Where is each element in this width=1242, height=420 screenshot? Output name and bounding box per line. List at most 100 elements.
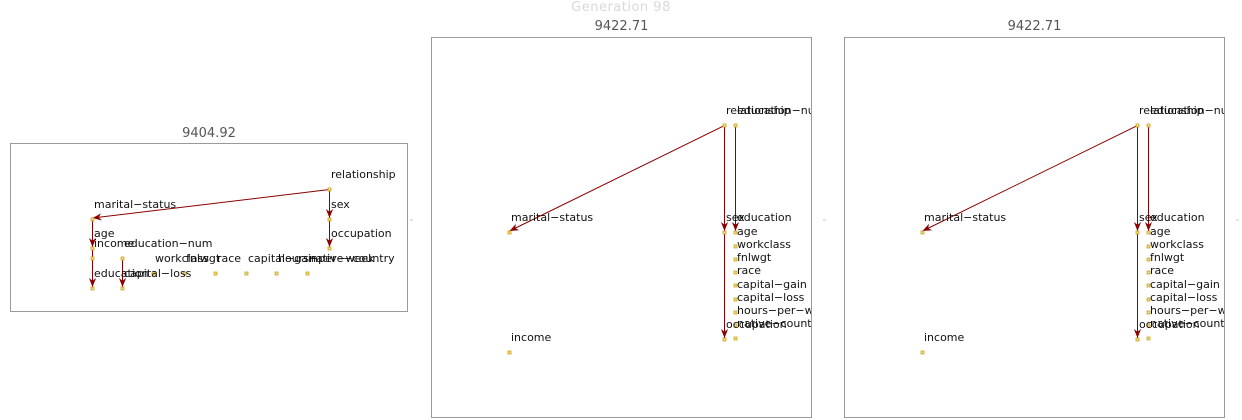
node-label: fnlwgt <box>737 251 772 264</box>
node-relationship: relationship <box>327 168 396 192</box>
node-native-country: native−country <box>305 252 395 276</box>
node-label: capital−gain <box>248 252 318 265</box>
node-label: sex <box>1139 211 1158 224</box>
node-label: income <box>94 237 135 250</box>
node-marker <box>733 123 738 128</box>
node-education-num: education−num <box>120 237 212 261</box>
node-capital-gain: capital−gain <box>733 278 807 302</box>
node-marker <box>1146 283 1151 288</box>
node-marker <box>1146 297 1151 302</box>
node-income: income <box>90 237 135 261</box>
node-label: occupation <box>726 318 787 331</box>
node-label: native−country <box>1150 317 1225 330</box>
node-marker <box>1135 337 1140 342</box>
node-marker <box>1146 123 1151 128</box>
node-label: sex <box>726 211 745 224</box>
node-hours-per-week: hours−per−week <box>1146 304 1224 328</box>
node-marker <box>213 271 218 276</box>
node-capital-loss: capital−loss <box>733 291 805 315</box>
node-capital-gain: capital−gain <box>1146 278 1220 302</box>
node-label: age <box>1150 225 1171 238</box>
node-marker <box>733 310 738 315</box>
node-marker <box>1146 257 1151 262</box>
node-marker <box>1146 244 1151 249</box>
node-label: native−country <box>309 252 395 265</box>
node-sex: sex <box>1135 211 1158 235</box>
node-marker <box>1146 310 1151 315</box>
node-label: occupation <box>331 227 392 240</box>
separator <box>1236 219 1239 221</box>
node-fnlwgt: fnlwgt <box>733 251 772 275</box>
node-label: age <box>737 225 758 238</box>
node-education-num: education−num <box>733 104 811 128</box>
node-marker <box>1135 230 1140 235</box>
node-marital-status: marital−status <box>920 211 1006 235</box>
node-label: workclass <box>737 238 791 251</box>
edge-relationship-to-marital-status <box>92 189 330 221</box>
node-income: income <box>920 331 965 355</box>
node-marker <box>733 283 738 288</box>
node-marital-status: marital−status <box>507 211 593 235</box>
node-label: relationship <box>1139 104 1204 117</box>
node-marital-status: marital−status <box>90 198 176 222</box>
node-label: relationship <box>331 168 396 181</box>
node-marker <box>90 256 95 261</box>
node-workclass: workclass <box>733 238 791 262</box>
node-label: fnlwgt <box>1150 251 1185 264</box>
node-sex: sex <box>722 211 745 235</box>
node-marker <box>120 286 125 291</box>
node-label: capital−gain <box>1150 278 1220 291</box>
node-label: age <box>94 227 115 240</box>
node-marker <box>182 271 187 276</box>
generation-title: Generation 98 <box>571 0 671 15</box>
node-marker <box>327 217 332 222</box>
node-occupation: occupation <box>1135 318 1200 342</box>
node-label: income <box>511 331 552 344</box>
node-label: capital−loss <box>737 291 805 304</box>
node-marker <box>733 323 738 328</box>
node-education: education <box>733 211 792 235</box>
node-marker <box>90 217 95 222</box>
node-marker <box>722 230 727 235</box>
node-capital-gain: capital−gain <box>244 252 318 276</box>
node-label: income <box>924 331 965 344</box>
node-marker <box>90 246 95 251</box>
node-marker <box>90 286 95 291</box>
node-race: race <box>733 264 761 288</box>
node-race: race <box>1146 264 1174 288</box>
node-marker <box>151 271 156 276</box>
node-marker <box>920 230 925 235</box>
node-race: race <box>213 252 241 276</box>
node-marker <box>1146 323 1151 328</box>
node-marker <box>733 244 738 249</box>
node-label: relationship <box>726 104 791 117</box>
node-workclass: workclass <box>151 252 209 276</box>
node-label: education <box>1150 211 1205 224</box>
node-marker <box>244 271 249 276</box>
node-label: education <box>94 267 149 280</box>
node-label: sex <box>331 198 350 211</box>
node-marker <box>327 246 332 251</box>
node-marker <box>733 336 738 341</box>
node-label: race <box>737 264 761 277</box>
node-native-country: native−country <box>1146 317 1225 341</box>
node-age: age <box>1146 225 1171 249</box>
separator <box>410 219 413 221</box>
node-label: occupation <box>1139 318 1200 331</box>
node-education: education <box>1146 211 1205 235</box>
node-age: age <box>90 227 115 251</box>
panel-1-graph: relationship marital−status sex age occupati… <box>88 168 396 291</box>
node-fnlwgt: fnlwgt <box>1146 251 1185 275</box>
node-label: education−num <box>1150 104 1225 117</box>
node-marker <box>1146 336 1151 341</box>
node-label: capital−gain <box>737 278 807 291</box>
edge-relationship-to-marital-status <box>509 125 725 232</box>
node-marker <box>733 297 738 302</box>
node-label: hours−per−week <box>737 304 812 317</box>
edge-relationship-to-marital-status <box>922 125 1138 232</box>
node-marker <box>722 337 727 342</box>
node-marker <box>305 271 310 276</box>
